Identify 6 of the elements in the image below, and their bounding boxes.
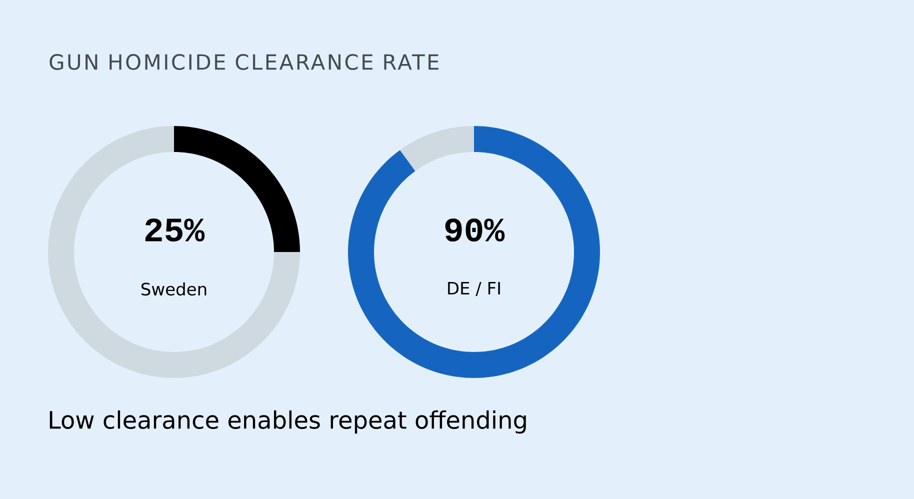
text: Low clearance enables repeat offending	[50, 410, 526, 434]
text: DE / FI	[448, 282, 500, 296]
data-label: 90%	[445, 218, 505, 242]
data-label: 25%	[145, 218, 205, 242]
text: GUN HOMICIDE CLEARANCE RATE	[50, 54, 438, 70]
text: Sweden	[142, 282, 206, 296]
